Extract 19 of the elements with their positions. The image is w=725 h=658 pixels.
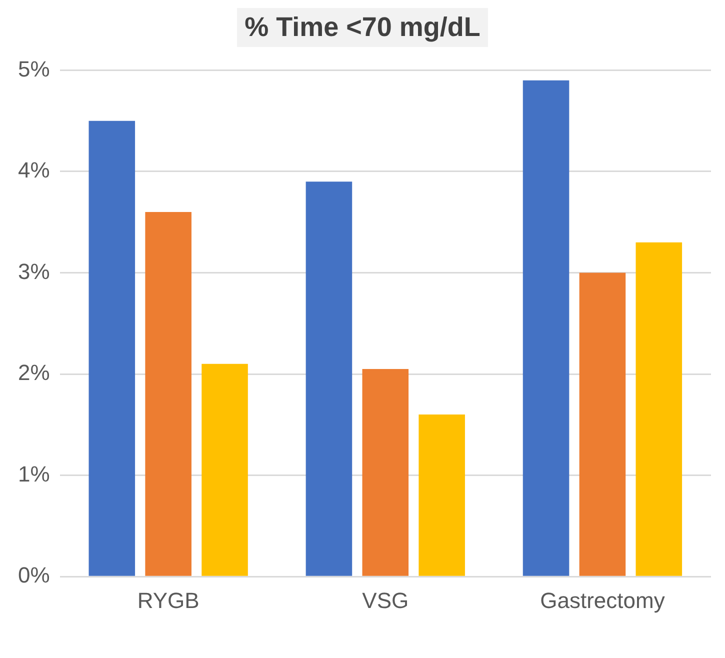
- bar: [362, 368, 409, 576]
- y-tick-label: 4%: [18, 158, 50, 183]
- y-tick-label: 0%: [18, 562, 50, 588]
- y-tick-label: 1%: [18, 461, 50, 486]
- y-tick-label: 3%: [18, 258, 50, 284]
- x-tick-label: Gastrectomy: [540, 588, 665, 613]
- x-tick-label: RYGB: [137, 588, 200, 613]
- bar: [418, 414, 465, 576]
- bar: [579, 272, 626, 576]
- chart-title: % Time <70 mg/dL: [236, 8, 488, 47]
- y-tick-label: 5%: [18, 56, 50, 82]
- bar: [145, 212, 192, 576]
- y-tick-label: 2%: [18, 360, 50, 386]
- x-tick-label: VSG: [362, 588, 409, 613]
- bar: [88, 120, 136, 576]
- bar: [522, 80, 570, 576]
- bar: [306, 182, 352, 576]
- bar: [202, 364, 248, 576]
- bar: [636, 242, 682, 576]
